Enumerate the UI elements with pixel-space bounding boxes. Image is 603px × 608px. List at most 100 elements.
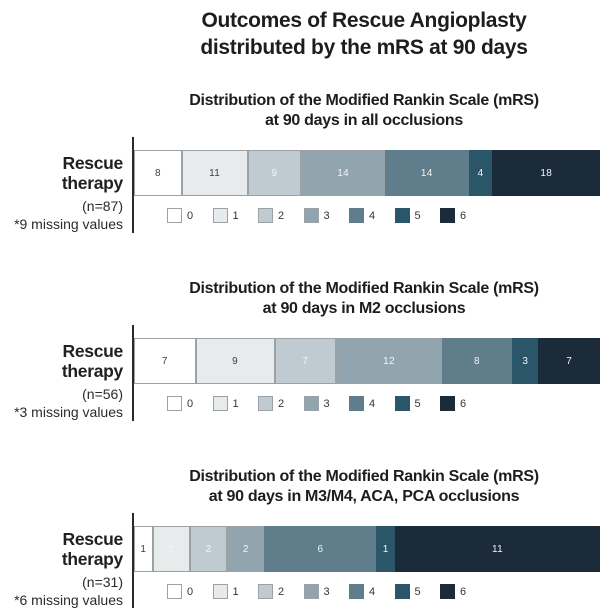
- sample-size-label: (n=87): [82, 198, 123, 214]
- bar-segment-mrs-0: 1: [134, 526, 153, 572]
- bar-segment-mrs-1: 2: [152, 526, 190, 572]
- bar-segment-mrs-3: 2: [227, 526, 265, 572]
- bar-segment-mrs-2: 2: [189, 526, 228, 572]
- bar-segment-value: 4: [477, 167, 484, 179]
- legend-item-mrs-3: 3: [303, 396, 350, 411]
- legend-label: 3: [323, 585, 330, 598]
- legend-swatch: [394, 208, 410, 223]
- missing-values-note: *6 missing values: [14, 592, 123, 608]
- bar-segment-mrs-4: 8: [441, 338, 513, 384]
- bar-segment-value: 3: [522, 355, 529, 367]
- mrs-legend: 0 1 2 3 4 5 6: [167, 396, 603, 411]
- legend-swatch: [394, 584, 410, 599]
- bar-segment-value: 2: [168, 543, 175, 555]
- legend-swatch: [440, 396, 455, 411]
- legend-swatch: [258, 396, 273, 411]
- legend-item-mrs-0: 0: [167, 208, 213, 223]
- bar-segment-mrs-5: 3: [512, 338, 539, 384]
- chart-title: Distribution of the Modified Rankin Scal…: [128, 467, 600, 507]
- bar-segment-value: 9: [271, 167, 278, 179]
- axis-label-column: Rescue therapy (n=87) *9 missing values: [0, 137, 132, 233]
- legend-item-mrs-5: 5: [394, 584, 441, 599]
- legend-item-mrs-2: 2: [258, 584, 304, 599]
- bar-segment-mrs-2: 7: [274, 338, 337, 384]
- sample-size-label: (n=56): [82, 386, 123, 402]
- legend-swatch: [212, 396, 228, 411]
- mrs-legend: 0 1 2 3 4 5 6: [167, 584, 603, 599]
- bar-segment-value: 7: [161, 355, 168, 367]
- chart-section-all-occlusions: Distribution of the Modified Rankin Scal…: [0, 91, 603, 233]
- legend-item-mrs-1: 1: [212, 584, 259, 599]
- legend-item-mrs-6: 6: [440, 208, 486, 223]
- legend-swatch: [349, 208, 364, 223]
- plot-area: 8 11 9 14 14 4 18 0 1 2 3 4 5 6: [132, 137, 603, 233]
- stacked-bar: 7 9 7 12 8 3 7: [134, 338, 600, 384]
- legend-swatch: [167, 208, 182, 223]
- legend-label: 6: [460, 209, 467, 222]
- legend-label: 6: [460, 397, 467, 410]
- legend-label: 4: [369, 209, 376, 222]
- legend-item-mrs-0: 0: [167, 396, 213, 411]
- legend-item-mrs-6: 6: [440, 584, 486, 599]
- chart-title-line2: at 90 days in M3/M4, ACA, PCA occlusions: [208, 488, 520, 505]
- bar-segment-value: 14: [420, 167, 433, 179]
- mrs-legend: 0 1 2 3 4 5 6: [167, 208, 603, 223]
- chart-title-line2: at 90 days in all occlusions: [265, 112, 463, 129]
- bar-segment-value: 18: [540, 167, 553, 179]
- bar-segment-mrs-2: 9: [247, 150, 302, 196]
- legend-label: 0: [187, 397, 194, 410]
- legend-label: 4: [369, 397, 376, 410]
- bar-segment-value: 9: [232, 355, 239, 367]
- legend-swatch: [303, 208, 319, 223]
- figure-title: Outcomes of Rescue Angioplasty distribut…: [128, 7, 600, 61]
- legend-swatch: [394, 396, 410, 411]
- bar-segment-mrs-1: 11: [181, 150, 248, 196]
- bar-segment-mrs-5: 1: [376, 526, 395, 572]
- bar-segment-value: 2: [242, 543, 249, 555]
- legend-item-mrs-2: 2: [258, 396, 304, 411]
- bar-segment-value: 11: [209, 167, 221, 179]
- legend-label: 6: [460, 585, 467, 598]
- axis-label-column: Rescue therapy (n=56) *3 missing values: [0, 325, 132, 421]
- legend-item-mrs-2: 2: [258, 208, 304, 223]
- category-label: Rescue therapy: [61, 529, 123, 569]
- category-label: Rescue therapy: [61, 341, 123, 381]
- stacked-bar: 8 11 9 14 14 4 18: [134, 150, 600, 196]
- legend-item-mrs-5: 5: [394, 396, 441, 411]
- axis-label-column: Rescue therapy (n=31) *6 missing values: [0, 513, 132, 608]
- legend-label: 1: [232, 397, 239, 410]
- legend-swatch: [303, 396, 319, 411]
- legend-item-mrs-1: 1: [212, 208, 259, 223]
- legend-label: 5: [414, 585, 421, 598]
- bar-segment-mrs-3: 12: [336, 338, 442, 384]
- bar-segment-mrs-0: 8: [134, 150, 182, 196]
- legend-item-mrs-1: 1: [212, 396, 259, 411]
- legend-swatch: [440, 584, 455, 599]
- sample-size-label: (n=31): [82, 574, 123, 590]
- legend-item-mrs-4: 4: [349, 208, 395, 223]
- bar-segment-mrs-6: 7: [538, 338, 600, 384]
- legend-swatch: [258, 584, 273, 599]
- bar-segment-mrs-6: 11: [394, 526, 601, 572]
- category-label: Rescue therapy: [61, 153, 123, 193]
- legend-swatch: [258, 208, 273, 223]
- legend-label: 1: [232, 209, 239, 222]
- legend-label: 3: [323, 209, 330, 222]
- chart-section-m2-occlusions: Distribution of the Modified Rankin Scal…: [0, 279, 603, 421]
- legend-item-mrs-3: 3: [303, 584, 350, 599]
- legend-label: 0: [187, 585, 194, 598]
- legend-label: 0: [187, 209, 194, 222]
- bar-segment-mrs-3: 14: [301, 150, 385, 196]
- bar-segment-value: 1: [382, 543, 389, 555]
- legend-label: 3: [323, 397, 330, 410]
- chart-body: Rescue therapy (n=56) *3 missing values …: [0, 325, 603, 421]
- chart-title: Distribution of the Modified Rankin Scal…: [128, 91, 600, 131]
- bar-segment-value: 7: [302, 355, 309, 367]
- legend-swatch: [167, 396, 182, 411]
- legend-swatch: [167, 584, 182, 599]
- legend-swatch: [303, 584, 319, 599]
- legend-label: 1: [232, 585, 239, 598]
- bar-segment-value: 7: [566, 355, 573, 367]
